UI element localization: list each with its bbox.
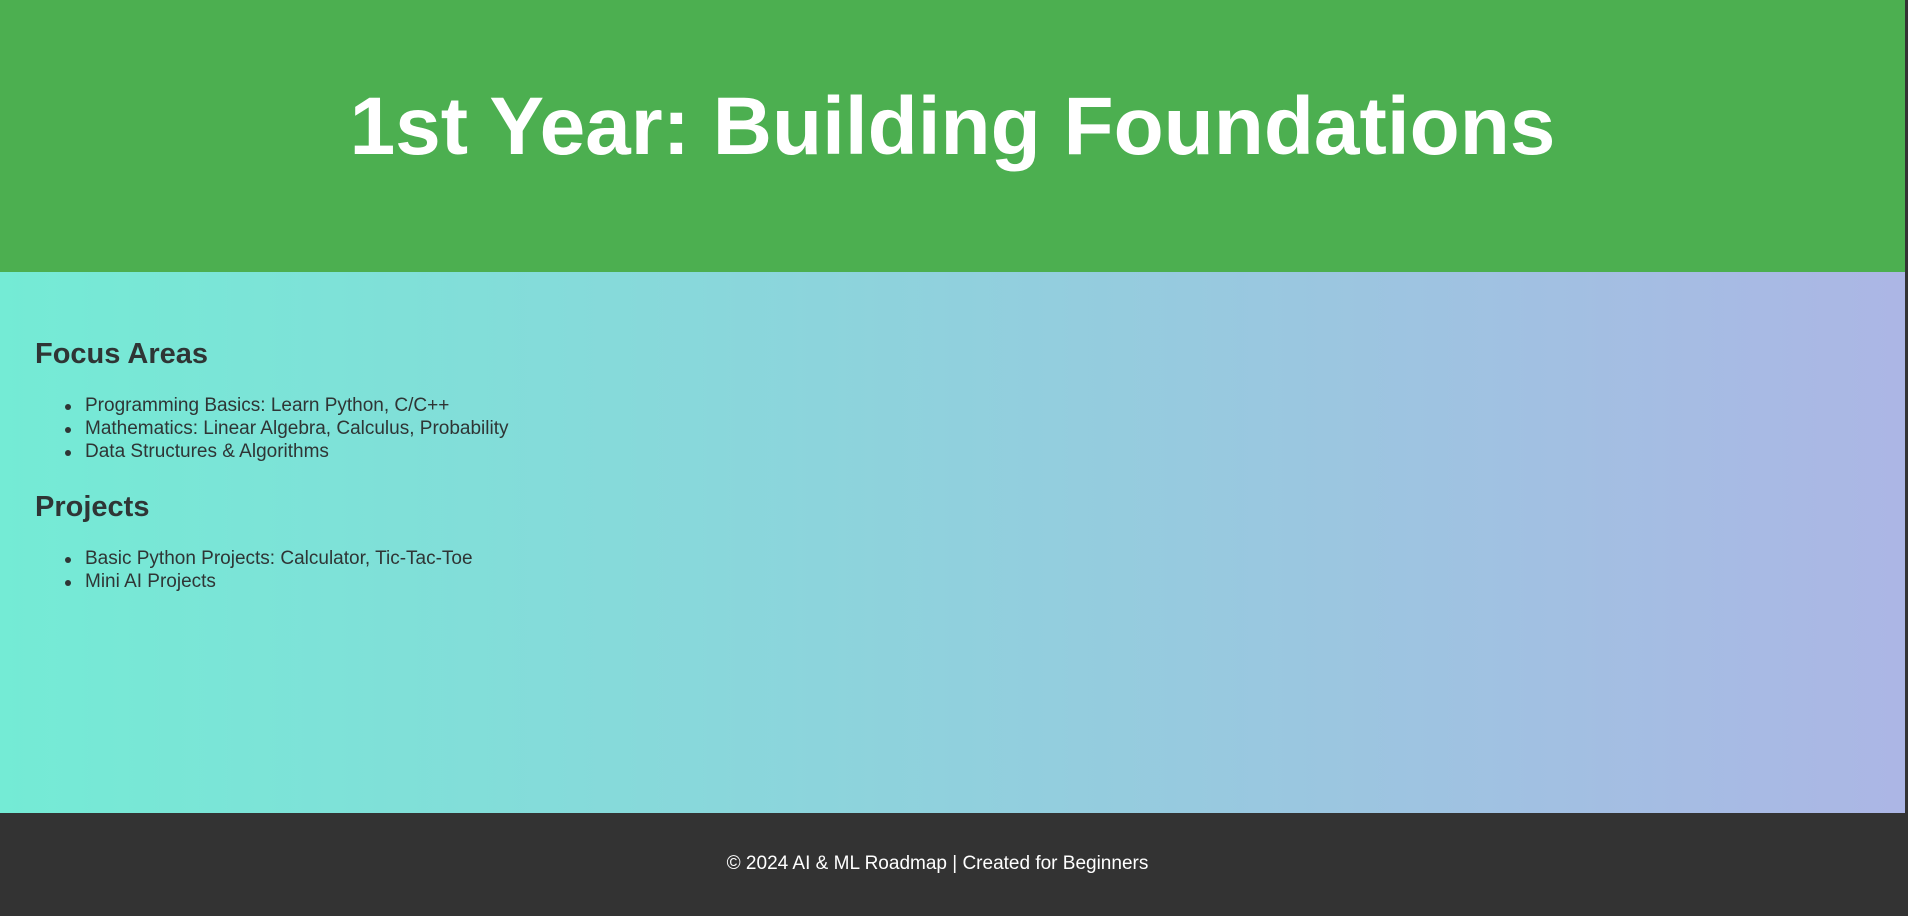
list-item: Mathematics: Linear Algebra, Calculus, P… — [35, 417, 508, 440]
page-footer: © 2024 AI & ML Roadmap | Created for Beg… — [0, 813, 1905, 916]
projects-list: Basic Python Projects: Calculator, Tic-T… — [35, 547, 473, 593]
list-item-text: Data Structures & Algorithms — [85, 441, 329, 462]
page-header: 1st Year: Building Foundations — [0, 0, 1905, 272]
list-item-text: Mathematics: Linear Algebra, Calculus, P… — [85, 418, 509, 439]
list-item-text: Mini AI Projects — [85, 571, 216, 592]
main-content: Focus Areas Programming Basics: Learn Py… — [0, 272, 1905, 813]
list-item: Programming Basics: Learn Python, C/C++ — [35, 394, 508, 417]
bullet-icon — [65, 404, 71, 410]
bullet-icon — [65, 557, 71, 563]
list-item-text: Programming Basics: Learn Python, C/C++ — [85, 395, 450, 416]
footer-text: © 2024 AI & ML Roadmap | Created for Beg… — [726, 853, 1149, 874]
list-item-text: Basic Python Projects: Calculator, Tic-T… — [85, 548, 473, 569]
focus-areas-list: Programming Basics: Learn Python, C/C++ … — [35, 394, 508, 463]
page-title: 1st Year: Building Foundations — [349, 81, 1556, 172]
bullet-icon — [65, 427, 71, 433]
projects-heading: Projects — [35, 491, 150, 523]
list-item: Basic Python Projects: Calculator, Tic-T… — [35, 547, 473, 570]
list-item: Data Structures & Algorithms — [35, 440, 508, 463]
focus-areas-heading: Focus Areas — [35, 338, 208, 370]
bullet-icon — [65, 450, 71, 456]
list-item: Mini AI Projects — [35, 570, 473, 593]
window-edge — [1905, 0, 1908, 916]
bullet-icon — [65, 580, 71, 586]
